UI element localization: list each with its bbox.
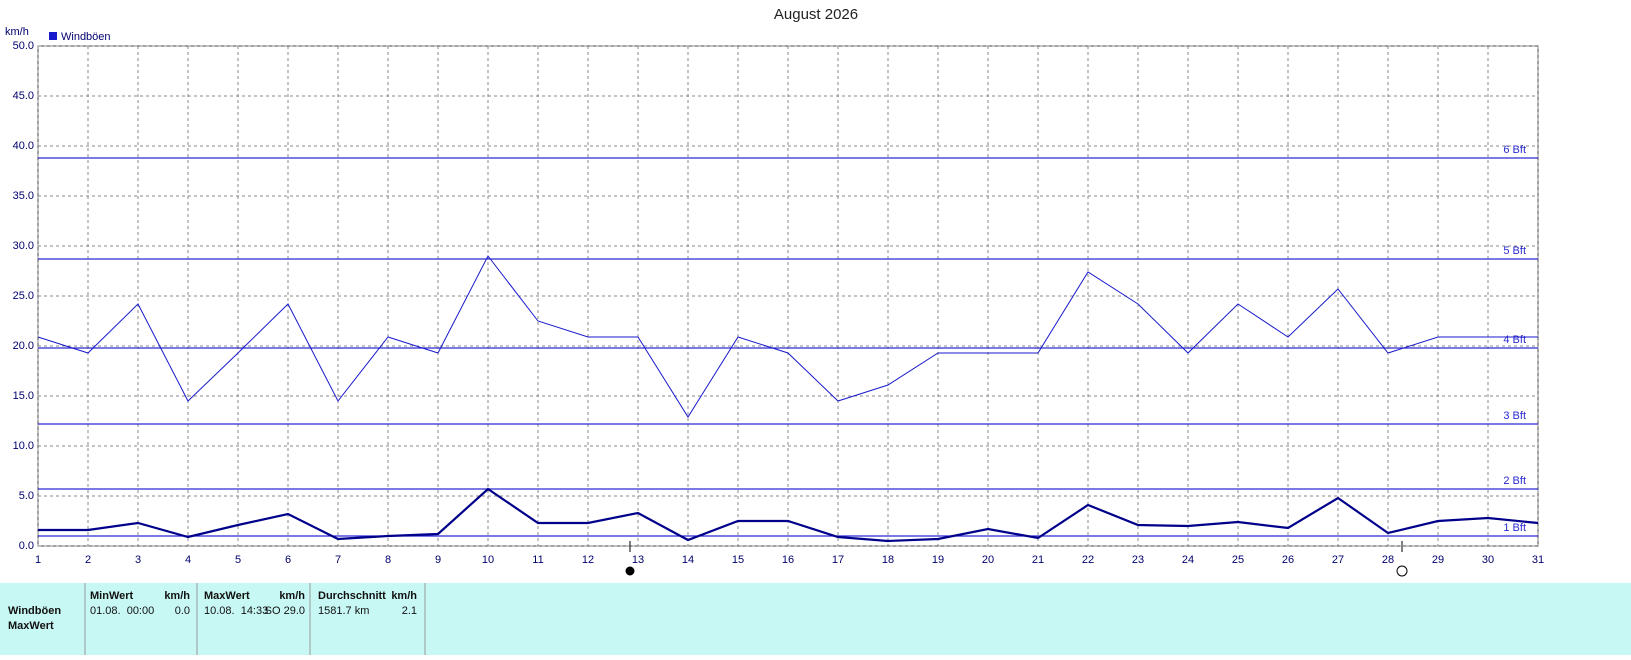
x-tick-label: 23 — [1132, 554, 1144, 566]
x-tick-label: 27 — [1332, 554, 1344, 566]
x-tick-label: 31 — [1532, 554, 1544, 566]
table-cell: 1581.7 km — [318, 605, 369, 617]
moon-icon — [625, 566, 635, 576]
table-header: MinWert — [90, 590, 134, 602]
table-header: MaxWert — [204, 590, 250, 602]
x-tick-label: 3 — [135, 554, 141, 566]
table-cell: 10.08. 14:33 — [204, 605, 268, 617]
table-row-label: MaxWert — [8, 620, 54, 632]
x-tick-label: 4 — [185, 554, 191, 566]
y-tick-label: 50.0 — [13, 40, 34, 52]
x-tick-label: 21 — [1032, 554, 1044, 566]
y-tick-label: 15.0 — [13, 390, 34, 402]
x-tick-label: 28 — [1382, 554, 1394, 566]
x-tick-label: 9 — [435, 554, 441, 566]
table-cell: 2.1 — [402, 605, 417, 617]
table-header-unit: km/h — [279, 590, 305, 602]
table-header-unit: km/h — [164, 590, 190, 602]
y-tick-label: 35.0 — [13, 190, 34, 202]
table-row-label: Windböen — [8, 605, 61, 617]
x-tick-label: 11 — [532, 554, 543, 566]
x-tick-label: 14 — [682, 554, 694, 566]
x-tick-label: 19 — [932, 554, 944, 566]
chart-title: August 2026 — [774, 6, 858, 23]
y-tick-label: 0.0 — [19, 540, 34, 552]
reference-label: 6 Bft — [1503, 144, 1526, 156]
reference-label: 2 Bft — [1503, 475, 1526, 487]
x-tick-label: 29 — [1432, 554, 1444, 566]
x-tick-label: 1 — [35, 554, 41, 566]
x-tick-label: 17 — [832, 554, 844, 566]
legend-label: Windböen — [61, 31, 111, 43]
x-tick-label: 6 — [285, 554, 291, 566]
moon-icon — [1396, 565, 1408, 577]
reference-label: 4 Bft — [1503, 334, 1526, 346]
x-tick-label: 10 — [482, 554, 494, 566]
y-tick-label: 45.0 — [13, 90, 34, 102]
reference-label: 3 Bft — [1503, 410, 1526, 422]
x-tick-label: 22 — [1082, 554, 1094, 566]
table-cell: 01.08. 00:00 — [90, 605, 154, 617]
legend-swatch — [49, 32, 57, 40]
x-tick-label: 25 — [1232, 554, 1244, 566]
x-tick-label: 15 — [732, 554, 744, 566]
table-cell: SO 29.0 — [265, 605, 305, 617]
y-tick-label: 30.0 — [13, 240, 34, 252]
x-tick-label: 5 — [235, 554, 241, 566]
x-tick-label: 20 — [982, 554, 994, 566]
y-tick-label: 25.0 — [13, 290, 34, 302]
y-tick-label: 5.0 — [19, 490, 34, 502]
table-cell: 0.0 — [175, 605, 190, 617]
series-line — [37, 255, 1538, 418]
y-tick-label: 10.0 — [13, 440, 34, 452]
x-tick-label: 24 — [1182, 554, 1194, 566]
y-tick-label: 20.0 — [13, 340, 34, 352]
x-tick-label: 2 — [85, 554, 91, 566]
y-axis-label: km/h — [5, 26, 29, 38]
x-tick-label: 30 — [1482, 554, 1494, 566]
table-background — [0, 583, 1631, 655]
x-tick-label: 18 — [882, 554, 894, 566]
x-tick-label: 12 — [582, 554, 594, 566]
x-tick-label: 16 — [782, 554, 794, 566]
x-tick-label: 13 — [632, 554, 644, 566]
reference-label: 5 Bft — [1503, 245, 1526, 257]
series-line — [38, 487, 1539, 543]
table-header-unit: km/h — [391, 590, 417, 602]
x-tick-label: 8 — [385, 554, 391, 566]
x-tick-label: 26 — [1282, 554, 1294, 566]
y-tick-label: 40.0 — [13, 140, 34, 152]
reference-label: 1 Bft — [1503, 522, 1526, 534]
table-header: Durchschnitt — [318, 590, 386, 602]
x-tick-label: 7 — [335, 554, 341, 566]
